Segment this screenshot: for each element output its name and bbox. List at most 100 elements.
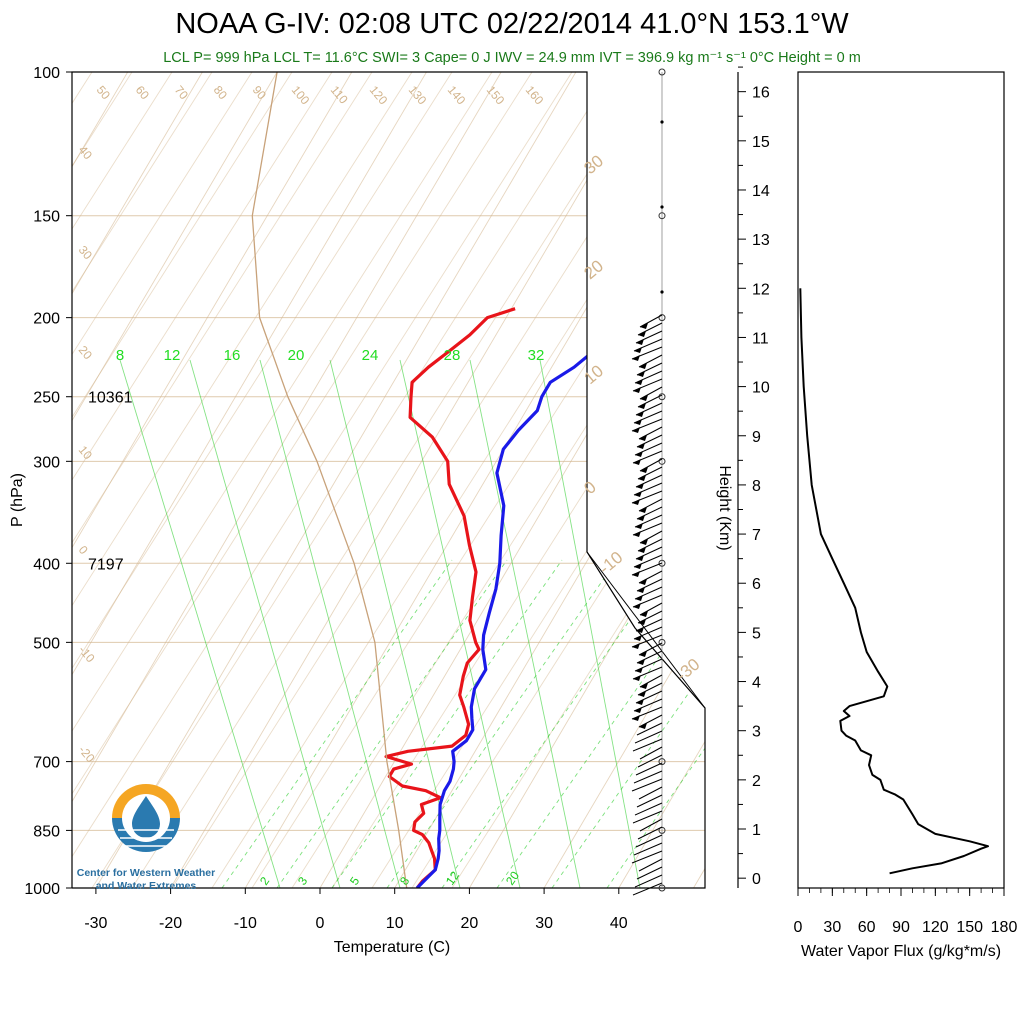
height-tick-label: 2 xyxy=(752,773,761,790)
wind-station-circle xyxy=(658,68,666,76)
water-vapor-flux-line xyxy=(799,288,989,875)
dry-adiabat-line xyxy=(72,72,373,888)
wind-barb xyxy=(638,714,663,728)
dry-adiabat-line xyxy=(411,72,705,888)
wind-barb xyxy=(634,730,663,744)
wind-station-circle xyxy=(658,884,666,892)
isotherm-label: 130 xyxy=(406,83,430,108)
wind-barb-flag xyxy=(633,675,641,681)
wind-station-circle xyxy=(658,559,666,567)
wind-barb xyxy=(634,802,663,816)
flux-x-tick-label: 180 xyxy=(991,919,1018,936)
mixing-ratio-label: 2 xyxy=(257,874,272,888)
dry-adiabat-line xyxy=(72,72,573,888)
wind-barb xyxy=(633,842,663,856)
wind-barb-flag xyxy=(639,507,647,513)
height-annotation: 7197 xyxy=(88,556,124,573)
dry-adiabat-line xyxy=(72,72,213,888)
y-tick-label: 700 xyxy=(33,755,60,772)
mixing-ratio-label: 20 xyxy=(288,347,305,364)
wind-barb-flag xyxy=(632,499,640,505)
isotherm-label: 110 xyxy=(328,83,351,107)
wind-barb-flag xyxy=(636,627,644,633)
y-tick-label: 500 xyxy=(33,635,60,652)
dry-adiabat-line xyxy=(72,72,333,888)
dry-adiabat-line xyxy=(72,72,173,888)
y-tick-label: 150 xyxy=(33,209,60,226)
mixing-ratio-line xyxy=(539,359,641,888)
isotherm-label: 50 xyxy=(94,83,114,102)
mixing-ratio-label: 32 xyxy=(528,347,545,364)
height-annotation: 10361 xyxy=(88,390,133,407)
mixing-ratio-dashed-line xyxy=(441,559,673,888)
logo-text: and Water Extremes xyxy=(96,880,197,892)
wind-barb-flag xyxy=(639,435,647,441)
wind-barb-flag xyxy=(633,459,641,465)
wind-barb xyxy=(635,762,663,776)
wind-barb-flag xyxy=(634,491,642,497)
isotherm-line xyxy=(72,72,278,888)
height-tick-label: 12 xyxy=(752,281,770,298)
wind-barb-flag xyxy=(636,699,644,705)
wind-barb-flag xyxy=(634,563,642,569)
mixing-ratio-dashed-line xyxy=(496,559,705,888)
wind-barb xyxy=(632,738,663,752)
wind-barb-flag xyxy=(638,547,646,553)
mixing-ratio-label: 24 xyxy=(362,347,379,364)
wind-barb-flag xyxy=(640,539,648,545)
wind-barb-flag xyxy=(637,587,645,593)
isotherm-line xyxy=(95,72,577,888)
wind-barb-flag xyxy=(639,579,647,585)
isotherm-line xyxy=(693,72,705,888)
height-tick-label: 1 xyxy=(752,822,761,839)
mixing-ratio-line xyxy=(189,359,341,888)
adiabat-label: 40 xyxy=(76,143,96,162)
adiabat-label: 0 xyxy=(76,543,91,557)
isotherm-line xyxy=(72,72,427,888)
wind-station-circle xyxy=(658,212,666,220)
wind-dot xyxy=(660,120,664,124)
isotherm-line xyxy=(72,72,502,888)
wind-barb-flag xyxy=(634,347,642,353)
dry-adiabat-line xyxy=(211,72,705,888)
wind-barb-flag xyxy=(637,659,645,665)
wind-barb-flag xyxy=(640,611,648,617)
height-tick-label: 0 xyxy=(752,871,761,888)
y-tick-label: 400 xyxy=(33,556,60,573)
skewt-frame xyxy=(71,71,706,889)
height-tick-label: 16 xyxy=(752,85,770,102)
dry-adiabat-line xyxy=(171,72,693,888)
y-tick-label: 250 xyxy=(33,390,60,407)
logo-text: Center for Western Weather xyxy=(77,867,215,879)
x-axis-title: Temperature (C) xyxy=(334,939,450,956)
wind-barb-flag xyxy=(634,707,642,713)
x-tick-label: 10 xyxy=(386,915,404,932)
wind-barb xyxy=(638,570,663,584)
wind-barb-flag xyxy=(633,531,641,537)
isotherm-label: 80 xyxy=(211,83,231,102)
wind-barb-flag xyxy=(632,427,640,433)
wind-barb xyxy=(637,826,663,840)
wind-barb-flag xyxy=(632,571,640,577)
wind-barb-flag xyxy=(637,371,645,377)
wind-barb xyxy=(638,858,663,872)
wind-barb xyxy=(639,314,663,328)
wind-barb xyxy=(638,354,663,368)
skewt-profiles xyxy=(251,72,665,888)
flux-x-tick-label: 60 xyxy=(858,919,876,936)
chart-subtitle: LCL P= 999 hPa LCL T= 11.6°C SWI= 3 Cape… xyxy=(163,50,861,66)
x-tick-label: -10 xyxy=(234,915,257,932)
flux-x-tick-label: 150 xyxy=(956,919,983,936)
adiabat-label: 20 xyxy=(76,343,96,362)
temperature-line xyxy=(384,307,516,888)
height-tick-label: 10 xyxy=(752,380,770,397)
wind-barb xyxy=(639,386,663,400)
height-tick-label: 15 xyxy=(752,134,770,151)
height-axis-title: Height (Km) xyxy=(716,465,733,550)
height-tick-label: 8 xyxy=(752,478,761,495)
isotherm-label: 60 xyxy=(133,83,153,102)
dry-adiabat-line xyxy=(72,72,413,888)
mixing-ratio-dashed-line xyxy=(276,559,508,888)
isotherm-line xyxy=(543,72,705,888)
